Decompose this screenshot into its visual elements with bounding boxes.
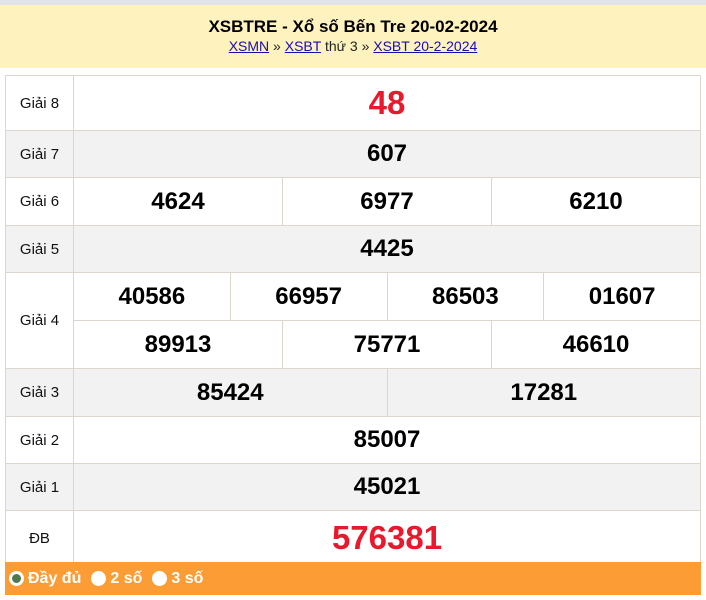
row-giai-5: Giải 5 4425 bbox=[5, 225, 701, 273]
prize-number: 89913 bbox=[144, 330, 212, 358]
prize-number: 75771 bbox=[282, 321, 491, 368]
row-giai-6: Giải 6 4624 6977 6210 bbox=[5, 177, 701, 226]
results-table: Giải 8 48 Giải 7 607 Giải 6 4624 6977 62… bbox=[5, 75, 701, 566]
prize-number: 576381 bbox=[73, 510, 701, 566]
breadcrumb-date-link[interactable]: XSBT 20-2-2024 bbox=[373, 38, 478, 54]
prize-number: 4425 bbox=[73, 225, 701, 273]
row-giai-7: Giải 7 607 bbox=[5, 130, 701, 178]
breadcrumb-xsbt-link[interactable]: XSBT bbox=[284, 38, 322, 54]
prize-number: 4624 bbox=[151, 187, 205, 215]
radio-icon[interactable] bbox=[91, 571, 107, 586]
option-label: 2 số bbox=[110, 569, 143, 587]
row-dac-biet: ĐB 576381 bbox=[5, 510, 701, 566]
prize-number: 6210 bbox=[491, 178, 700, 225]
page-title: XSBTRE - Xổ số Bến Tre 20-02-2024 bbox=[208, 17, 498, 36]
prize-label: Giải 4 bbox=[5, 272, 74, 369]
option-label: 3 số bbox=[171, 569, 204, 587]
prize-number: 45021 bbox=[73, 463, 701, 511]
prize-number: 17281 bbox=[386, 369, 701, 416]
prize-number: 66957 bbox=[229, 273, 387, 320]
prize-number: 85424 bbox=[196, 378, 264, 406]
breadcrumb-separator: » bbox=[273, 38, 281, 54]
row-giai-4: Giải 4 40586 66957 86503 01607 bbox=[5, 272, 701, 369]
prize-label: Giải 7 bbox=[5, 130, 74, 178]
prize-number: 6977 bbox=[282, 178, 491, 225]
row-giai-1: Giải 1 45021 bbox=[5, 463, 701, 511]
prize-label: Giải 8 bbox=[5, 75, 74, 131]
option-label: Đầy đủ bbox=[28, 569, 82, 587]
prize-label: Giải 5 bbox=[5, 225, 74, 273]
row-giai-3: Giải 3 85424 17281 bbox=[5, 368, 701, 417]
display-options-bar: Đầy đủ 2 số 3 số bbox=[5, 562, 701, 595]
prize-number: 607 bbox=[73, 130, 701, 178]
page-header: XSBTRE - Xổ số Bến Tre 20-02-2024 XSMN »… bbox=[0, 5, 706, 68]
breadcrumb: XSMN » XSBT thứ 3 » XSBT 20-2-2024 bbox=[0, 37, 706, 55]
breadcrumb-xsmn-link[interactable]: XSMN bbox=[228, 38, 270, 54]
prize-label: Giải 2 bbox=[5, 416, 74, 464]
prize-number: 01607 bbox=[543, 273, 700, 320]
prize-number: 46610 bbox=[491, 321, 700, 368]
option-full[interactable]: Đầy đủ bbox=[9, 570, 81, 588]
breadcrumb-weekday: thứ 3 bbox=[324, 38, 358, 54]
prize-number: 85007 bbox=[73, 416, 701, 464]
row-giai-8: Giải 8 48 bbox=[5, 75, 701, 131]
prize-label: ĐB bbox=[5, 510, 74, 566]
row-giai-4-b: 89913 75771 46610 bbox=[6, 320, 701, 369]
prize-number: 40586 bbox=[118, 282, 186, 310]
prize-label: Giải 1 bbox=[5, 463, 74, 511]
option-3-digits[interactable]: 3 số bbox=[152, 570, 203, 588]
radio-selected-icon[interactable] bbox=[9, 571, 24, 586]
breadcrumb-separator: » bbox=[361, 38, 370, 54]
radio-icon[interactable] bbox=[152, 571, 168, 586]
top-divider bbox=[0, 0, 706, 5]
prize-label: Giải 3 bbox=[5, 368, 74, 417]
option-2-digits[interactable]: 2 số bbox=[91, 570, 142, 588]
prize-label: Giải 6 bbox=[5, 177, 74, 226]
prize-number: 48 bbox=[73, 75, 701, 131]
row-giai-2: Giải 2 85007 bbox=[5, 416, 701, 464]
prize-number: 86503 bbox=[386, 273, 544, 320]
